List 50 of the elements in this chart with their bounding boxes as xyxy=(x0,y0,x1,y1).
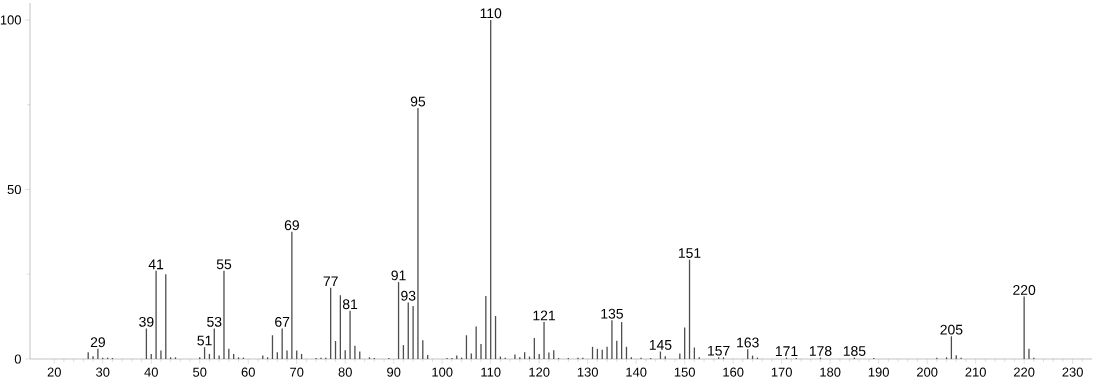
x-tick-label: 80 xyxy=(338,367,352,377)
annotation: 91 xyxy=(391,270,406,281)
annotation: 29 xyxy=(90,337,105,348)
x-tick-label: 220 xyxy=(1013,367,1035,377)
annotation: 93 xyxy=(401,290,416,301)
annotation: 185 xyxy=(843,346,866,356)
x-tick-label: 20 xyxy=(47,367,61,377)
x-tick-label: 150 xyxy=(674,367,695,377)
annotation: 145 xyxy=(649,340,672,350)
annotation: 95 xyxy=(410,96,426,107)
annotation: 135 xyxy=(601,308,623,319)
annotation: 67 xyxy=(275,316,290,327)
x-tick-label: 110 xyxy=(481,367,501,377)
y-tick-label: 100 xyxy=(0,15,21,25)
annotation: 41 xyxy=(148,259,164,270)
x-tick-label: 100 xyxy=(432,367,453,377)
annotation: 77 xyxy=(323,276,338,287)
annotation: 171 xyxy=(775,346,798,356)
x-tick-label: 190 xyxy=(868,367,889,377)
x-tick-label: 70 xyxy=(290,367,304,377)
x-tick-label: 200 xyxy=(917,367,938,377)
annotation: 151 xyxy=(678,248,701,258)
annotation: 163 xyxy=(737,337,759,348)
y-tick-label: 50 xyxy=(7,184,21,195)
y-tick-label: 0 xyxy=(14,354,21,364)
x-tick-label: 180 xyxy=(820,367,841,377)
x-tick-label: 90 xyxy=(387,367,401,377)
x-tick-label: 170 xyxy=(771,367,792,377)
annotation: 81 xyxy=(342,299,358,310)
x-tick-label: 160 xyxy=(723,367,744,377)
x-tick-label: 230 xyxy=(1062,367,1083,377)
x-tick-label: 50 xyxy=(193,367,207,377)
x-tick-label: 140 xyxy=(626,367,647,377)
x-tick-label: 130 xyxy=(577,367,598,377)
annotation: 39 xyxy=(139,316,154,327)
annotation: 69 xyxy=(284,220,299,231)
x-tick-label: 120 xyxy=(529,367,550,377)
annotation: 157 xyxy=(708,345,730,356)
annotation: 178 xyxy=(809,346,832,356)
annotation: 51 xyxy=(197,335,212,346)
x-tick-label: 30 xyxy=(96,367,110,377)
annotation: 110 xyxy=(480,8,502,19)
annotation: 205 xyxy=(940,324,963,335)
x-tick-label: 210 xyxy=(965,367,986,377)
x-tick-label: 60 xyxy=(241,367,255,377)
annotation: 53 xyxy=(207,316,222,327)
x-tick-label: 40 xyxy=(144,367,158,377)
annotation: 220 xyxy=(1013,285,1036,295)
annotation: 55 xyxy=(216,259,232,270)
annotation: 121 xyxy=(533,310,555,321)
